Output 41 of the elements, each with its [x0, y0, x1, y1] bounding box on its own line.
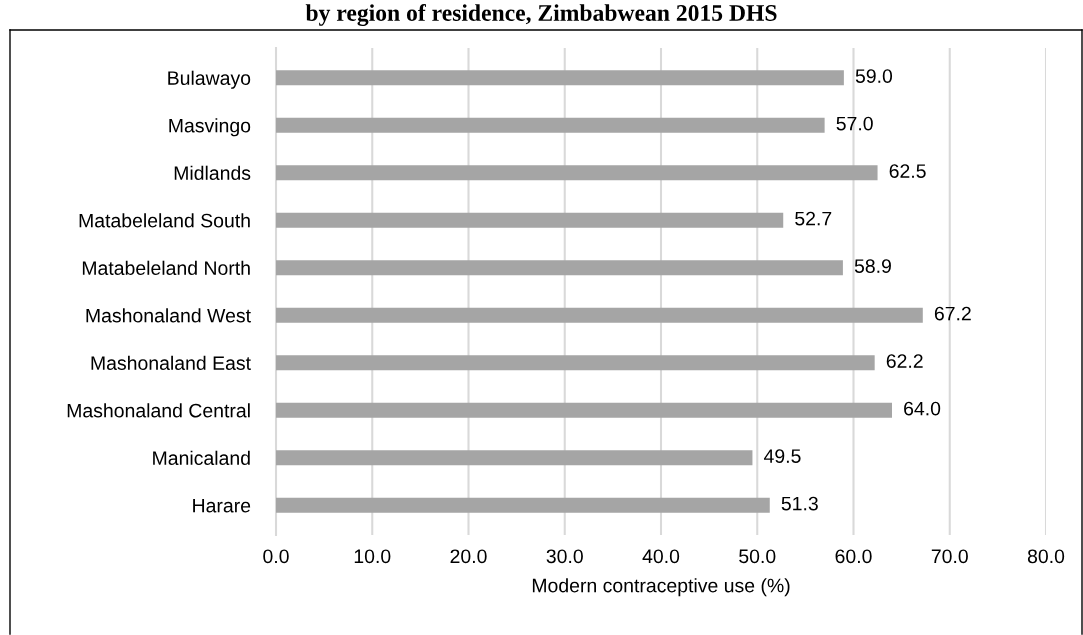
- data-label: 52.7: [795, 211, 832, 226]
- bar: [276, 307, 923, 323]
- x-tick-label: 70.0: [931, 549, 968, 564]
- y-tick-label: Mashonaland Central: [67, 403, 250, 418]
- y-tick-label: Midlands: [174, 165, 251, 180]
- y-tick-label: Masvingo: [169, 118, 251, 137]
- bar: [276, 117, 825, 133]
- bar: [276, 355, 875, 371]
- bar: [276, 260, 843, 276]
- bar: [276, 70, 844, 86]
- data-label: 59.0: [855, 69, 893, 83]
- y-tick-label: Matabeleland North: [82, 260, 250, 275]
- bar: [276, 402, 892, 418]
- x-tick-label: 20.0: [450, 549, 487, 564]
- x-tick-label: 40.0: [642, 549, 680, 564]
- y-tick-label: Matabeleland South: [79, 213, 250, 228]
- y-tick-label: Bulawayo: [168, 70, 251, 89]
- x-tick-label: 50.0: [739, 549, 776, 564]
- data-label: 64.0: [904, 401, 941, 416]
- bar: [276, 165, 878, 181]
- data-label: 57.0: [836, 116, 873, 131]
- data-label: 67.2: [934, 306, 971, 321]
- x-tick-label: 30.0: [546, 549, 583, 564]
- data-label: 49.5: [764, 449, 801, 463]
- data-label: 58.9: [854, 259, 891, 273]
- y-tick-label: Harare: [193, 498, 251, 513]
- x-tick-label: 0.0: [263, 549, 289, 564]
- bar: [276, 212, 784, 228]
- data-label: 51.3: [781, 496, 818, 511]
- x-tick-label: 10.0: [354, 549, 391, 564]
- data-label: 62.2: [886, 354, 923, 368]
- bar: [276, 497, 770, 513]
- chart-title: by region of residence, Zimbabwean 2015 DHS: [305, 4, 777, 26]
- bar: [276, 450, 753, 466]
- x-tick-label: 80.0: [1027, 549, 1065, 564]
- x-tick-label: 60.0: [835, 549, 872, 564]
- y-tick-label: Mashonaland East: [91, 355, 251, 370]
- x-axis-title: Modern contraceptive use (%): [532, 578, 790, 597]
- data-label: 62.5: [889, 164, 926, 178]
- y-tick-label: Manicaland: [153, 450, 250, 465]
- y-tick-label: Mashonaland West: [86, 308, 251, 323]
